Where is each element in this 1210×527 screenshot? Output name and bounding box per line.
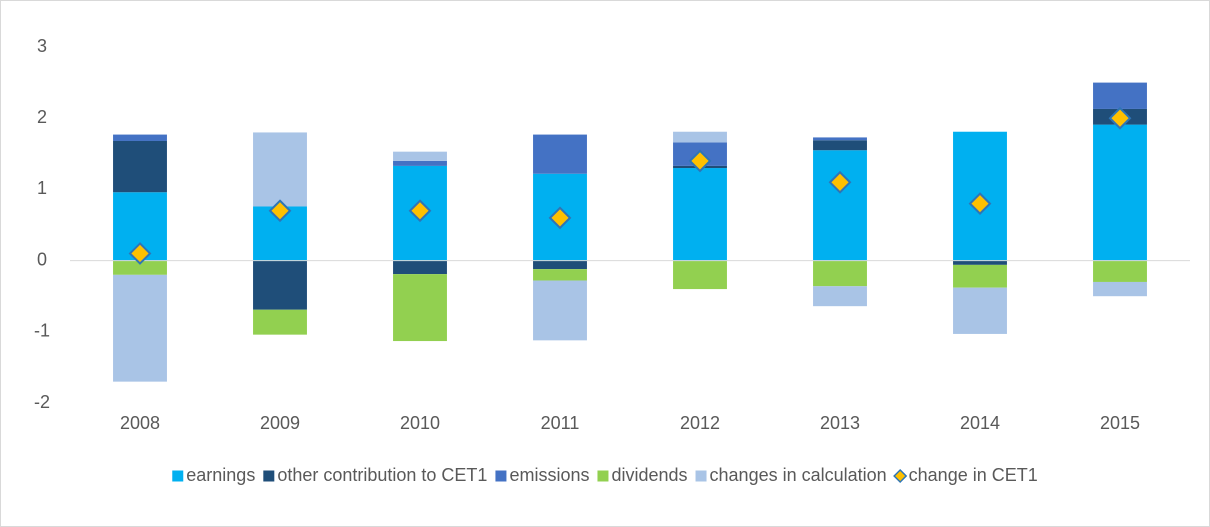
bar-segment <box>1093 260 1147 282</box>
y-tick-label: -1 <box>34 321 50 341</box>
diamond-marker <box>128 242 152 265</box>
legend-label: changes in calculation <box>710 465 887 485</box>
bar-segment <box>673 260 727 290</box>
bar-segment <box>673 131 727 143</box>
bar-segment <box>393 260 447 275</box>
legend-label: change in CET1 <box>909 465 1038 485</box>
y-tick-label: 0 <box>37 249 47 269</box>
bar-segment <box>533 269 587 281</box>
bar-segment <box>113 260 167 275</box>
bar-segment <box>533 134 587 174</box>
bar-segment <box>253 260 307 310</box>
bar-segment <box>393 160 447 166</box>
legend-symbol <box>495 470 507 482</box>
bar-segment <box>533 260 587 270</box>
bar-segment <box>393 151 447 161</box>
diamond-marker <box>548 206 572 230</box>
bar-segment <box>953 264 1007 288</box>
x-tick-label: 2008 <box>120 413 160 433</box>
x-tick-label: 2010 <box>400 413 440 433</box>
diamond-marker <box>828 170 852 194</box>
legend-label: other contribution to CET1 <box>277 465 487 485</box>
diamond-marker <box>688 149 712 173</box>
bar-segment <box>113 274 167 382</box>
y-tick-label: 3 <box>37 36 47 56</box>
legend-label: dividends <box>611 465 687 485</box>
legend-label: earnings <box>186 465 255 485</box>
bar-segment <box>673 168 727 261</box>
y-tick-label: 2 <box>37 107 47 127</box>
bar-segment <box>253 309 307 335</box>
y-tick-label: 1 <box>37 178 47 198</box>
y-tick-label: -2 <box>34 392 50 412</box>
bar-segment <box>113 134 167 141</box>
x-tick-label: 2009 <box>260 413 300 433</box>
bar-segment <box>813 140 867 151</box>
legend-symbol <box>695 470 707 482</box>
x-tick-label: 2011 <box>541 413 580 433</box>
legend-symbol <box>597 470 609 482</box>
bar-segment <box>813 150 867 261</box>
diamond-marker <box>968 192 992 216</box>
legend-symbol <box>172 470 184 482</box>
diamond-marker <box>268 199 292 223</box>
x-tick-label: 2014 <box>960 413 1000 433</box>
legend-symbol <box>893 468 908 484</box>
bar-segment <box>1093 82 1147 109</box>
legend-label: emissions <box>509 465 589 485</box>
bar-segment <box>1093 281 1147 297</box>
bar-segment <box>533 280 587 341</box>
bar-segment <box>813 260 867 287</box>
x-tick-label: 2012 <box>680 413 720 433</box>
diamond-marker <box>408 199 432 223</box>
bar-segment <box>113 140 167 193</box>
bar-segment <box>1093 124 1147 261</box>
diamond-marker <box>1108 106 1132 130</box>
bar-segment <box>253 132 307 207</box>
bar-segment <box>393 274 447 342</box>
bar-segment <box>953 287 1007 334</box>
bar-segment <box>813 286 867 307</box>
bar-segment <box>953 260 1007 265</box>
x-tick-label: 2013 <box>820 413 860 433</box>
x-tick-label: 2015 <box>1100 413 1140 433</box>
legend-symbol <box>263 470 275 482</box>
bar-segment <box>813 137 867 141</box>
